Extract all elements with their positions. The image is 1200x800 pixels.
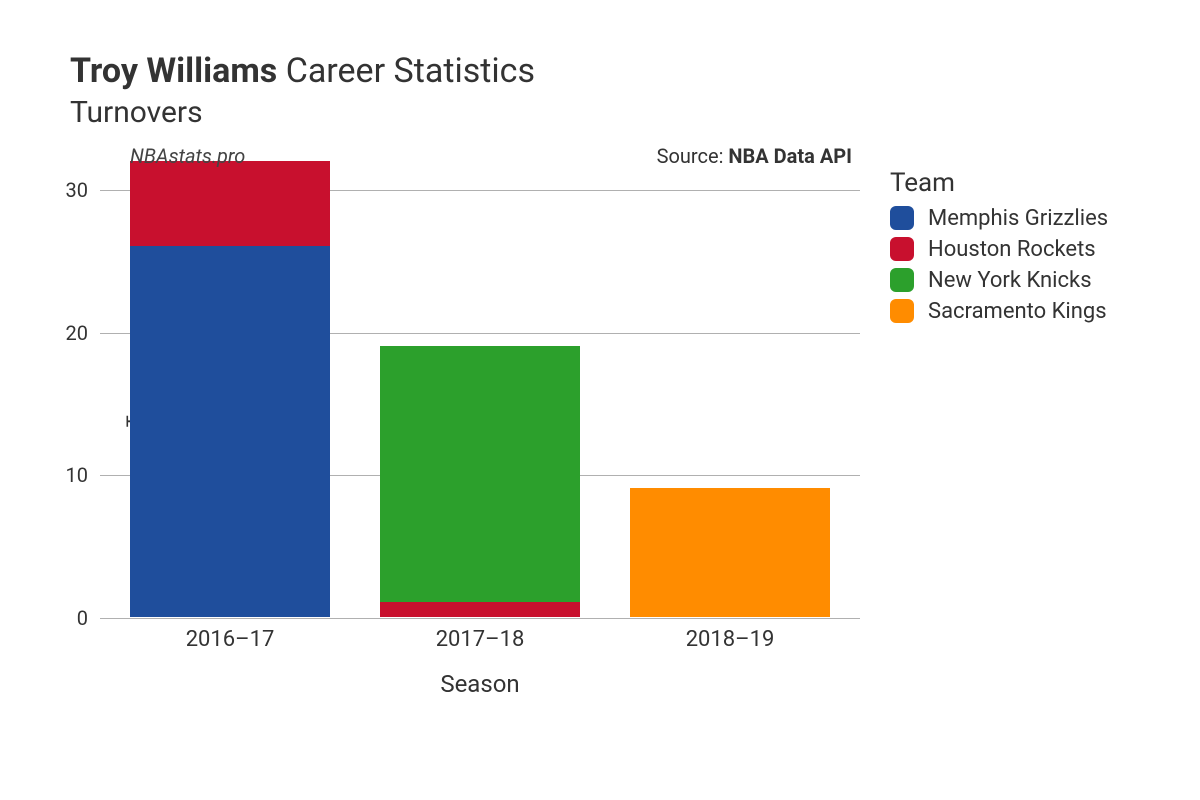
chart-title: Troy Williams Career Statistics [70, 50, 1160, 93]
credits-row: NBAstats.pro Source: NBA Data API [100, 142, 860, 170]
legend-title: Team [890, 168, 1108, 198]
title-suffix: Career Statistics [286, 51, 535, 91]
x-tick-label: 2016–17 [186, 617, 275, 652]
bar-segment-memphis [130, 246, 330, 616]
legend-swatch [890, 237, 914, 261]
x-tick-label: 2017–18 [436, 617, 525, 652]
bar-segment-newyork [380, 346, 580, 602]
title-player: Troy Williams [70, 51, 277, 91]
legend-item-sacramento: Sacramento Kings [890, 299, 1108, 324]
bar-segment-houston [380, 602, 580, 616]
legend-label: Sacramento Kings [928, 299, 1107, 324]
y-tick-label: 10 [66, 463, 100, 487]
source-label: Source: [657, 144, 729, 168]
legend-swatch [890, 299, 914, 323]
x-axis-label: Season [100, 670, 860, 698]
legend-label: Memphis Grizzlies [928, 206, 1108, 231]
site-credit: NBAstats.pro [130, 144, 245, 168]
chart-subtitle: Turnovers [70, 95, 1160, 130]
legend: Team Memphis Grizzlies Houston Rockets New… [890, 168, 1108, 330]
plot-area: 01020302016–172017–182018–19 [100, 148, 860, 618]
legend-label: Houston Rockets [928, 237, 1096, 262]
source-value: NBA Data API [728, 144, 852, 168]
plot-column: Turnovers NBAstats.pro Source: NBA Data … [100, 148, 860, 618]
x-tick-label: 2018–19 [686, 617, 775, 652]
source-credit: Source: NBA Data API [657, 144, 852, 168]
legend-swatch [890, 268, 914, 292]
legend-item-memphis: Memphis Grizzlies [890, 206, 1108, 231]
legend-item-houston: Houston Rockets [890, 237, 1108, 262]
y-tick-label: 20 [66, 321, 100, 345]
chart-body: Turnovers NBAstats.pro Source: NBA Data … [40, 148, 1160, 618]
y-tick-label: 30 [66, 178, 100, 202]
legend-item-newyork: New York Knicks [890, 268, 1108, 293]
bars-layer [100, 148, 860, 617]
legend-swatch [890, 206, 914, 230]
bar-segment-houston [130, 161, 330, 246]
bar-segment-sacramento [630, 488, 830, 616]
y-tick-label: 0 [77, 606, 100, 630]
chart-container: Troy Williams Career Statistics Turnover… [0, 0, 1200, 800]
title-block: Troy Williams Career Statistics Turnover… [70, 50, 1160, 130]
legend-label: New York Knicks [928, 268, 1092, 293]
